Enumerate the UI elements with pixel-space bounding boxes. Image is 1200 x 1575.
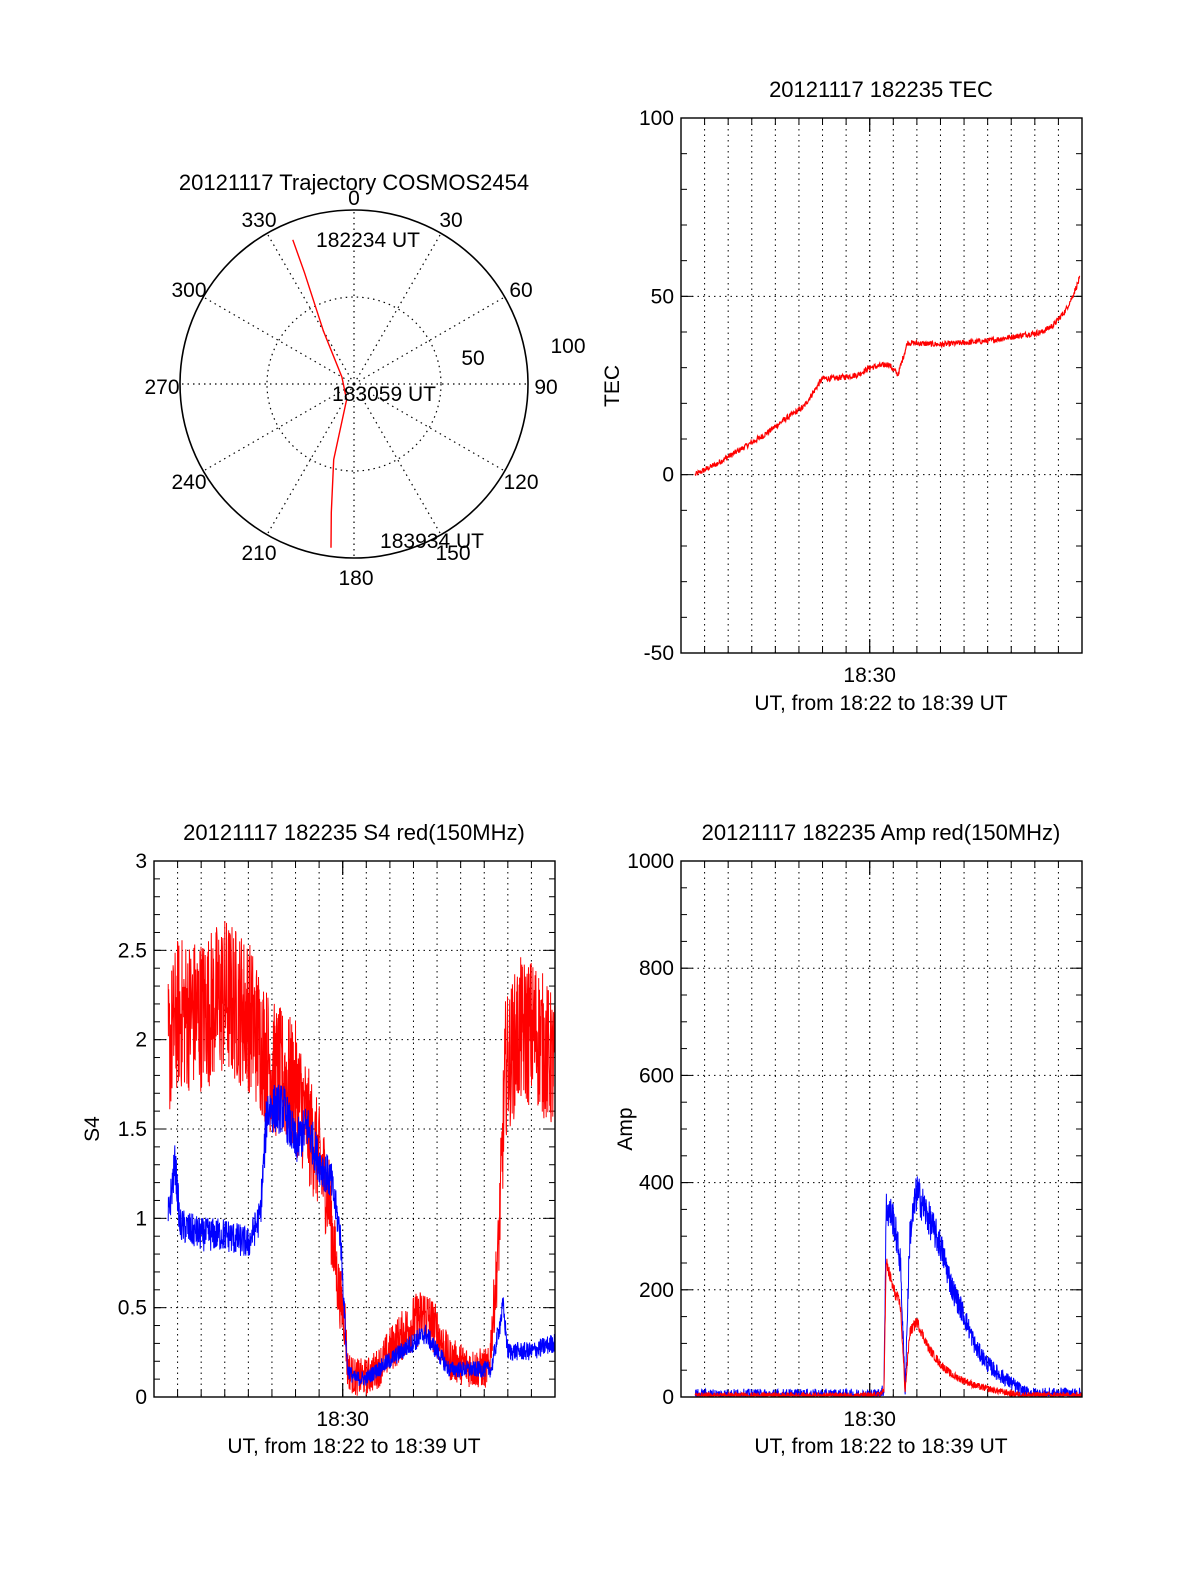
amp-panel: 20121117 182235 Amp red(150MHz) Amp UT, … — [614, 820, 1083, 1458]
y-tick-label: 0 — [135, 1386, 147, 1409]
y-tick-label: 800 — [639, 957, 674, 980]
x-tick-label: 18:30 — [843, 664, 896, 687]
y-tick-label: 1.5 — [118, 1118, 147, 1141]
polar-outer-circle — [179, 209, 529, 559]
polar-angle-label: 270 — [144, 376, 179, 399]
trajectory-series-line — [292, 239, 348, 548]
polar-grid-spoke — [353, 383, 505, 472]
polar-angle-label: 30 — [439, 209, 462, 232]
y-tick-label: 0 — [662, 1386, 674, 1409]
polar-angle-label: 120 — [503, 471, 538, 494]
polar-radial-label: 50 — [461, 347, 484, 370]
polar-grid-spoke — [203, 383, 355, 472]
polar-radial-label: 100 — [550, 335, 585, 358]
polar-angle-label: 330 — [241, 209, 276, 232]
polar-grid-spoke — [266, 383, 355, 535]
s4-blue-series-line — [167, 1084, 555, 1386]
plot-frame — [153, 860, 556, 1398]
trajectory-annotation: 183059 UT — [332, 383, 436, 406]
s4-ylabel: S4 — [81, 1116, 104, 1142]
s4-xlabel: UT, from 18:22 to 18:39 UT — [227, 1435, 480, 1458]
tec-xlabel: UT, from 18:22 to 18:39 UT — [754, 692, 1007, 715]
polar-angle-label: 60 — [509, 279, 532, 302]
x-tick-label: 18:30 — [316, 1408, 369, 1431]
polar-angle-label: 150 — [435, 542, 470, 565]
y-tick-label: 0.5 — [118, 1297, 147, 1320]
y-tick-label: 3 — [135, 850, 147, 873]
polar-angle-label: 90 — [534, 376, 557, 399]
polar-angle-label: 180 — [338, 567, 373, 590]
plot-frame — [680, 117, 1083, 654]
tec-series-line — [694, 275, 1081, 476]
plot-frame — [680, 860, 1083, 1398]
tec-title: 20121117 182235 TEC — [769, 77, 993, 102]
y-tick-label: 200 — [639, 1279, 674, 1302]
y-tick-label: -50 — [644, 642, 674, 665]
polar-grid-spoke — [266, 233, 355, 385]
polar-angle-label: 0 — [348, 187, 360, 210]
y-tick-label: 2.5 — [118, 939, 147, 962]
trajectory-annotation: 182234 UT — [316, 229, 420, 252]
trajectory-title: 20121117 Trajectory COSMOS2454 — [179, 170, 529, 195]
polar-grid-spoke — [353, 296, 505, 385]
polar-angle-label: 210 — [241, 542, 276, 565]
x-tick-label: 18:30 — [843, 1408, 896, 1431]
amp-xlabel: UT, from 18:22 to 18:39 UT — [754, 1435, 1007, 1458]
y-tick-label: 100 — [639, 107, 674, 130]
tec-panel: 20121117 182235 TEC TEC UT, from 18:22 t… — [601, 77, 1083, 715]
trajectory-annotation: 183934 UT — [380, 530, 484, 553]
y-tick-label: 0 — [662, 464, 674, 487]
amp-red-series-line — [694, 1258, 1082, 1397]
tec-ylabel: TEC — [601, 365, 624, 407]
s4-title: 20121117 182235 S4 red(150MHz) — [183, 820, 525, 845]
y-tick-label: 2 — [135, 1029, 147, 1052]
polar-angle-label: 240 — [171, 471, 206, 494]
y-tick-label: 600 — [639, 1064, 674, 1087]
polar-grid-circle — [266, 296, 442, 472]
amp-ylabel: Amp — [614, 1107, 637, 1150]
polar-grid-spoke — [353, 233, 442, 385]
polar-grid-spoke — [353, 383, 442, 535]
y-tick-label: 400 — [639, 1172, 674, 1195]
trajectory-polar-panel: 20121117 Trajectory COSMOS2454 0 30 60 90 12… — [144, 170, 585, 590]
polar-angle-label: 300 — [171, 279, 206, 302]
s4-panel: 20121117 182235 S4 red(150MHz) S4 UT, fr… — [81, 820, 556, 1458]
y-tick-label: 50 — [651, 285, 674, 308]
s4-red-series-line — [167, 920, 555, 1396]
y-tick-label: 1000 — [627, 850, 674, 873]
y-tick-label: 1 — [135, 1207, 147, 1230]
amp-blue-series-line — [694, 1176, 1082, 1397]
amp-title: 20121117 182235 Amp red(150MHz) — [702, 820, 1061, 845]
polar-grid-spoke — [203, 296, 355, 385]
